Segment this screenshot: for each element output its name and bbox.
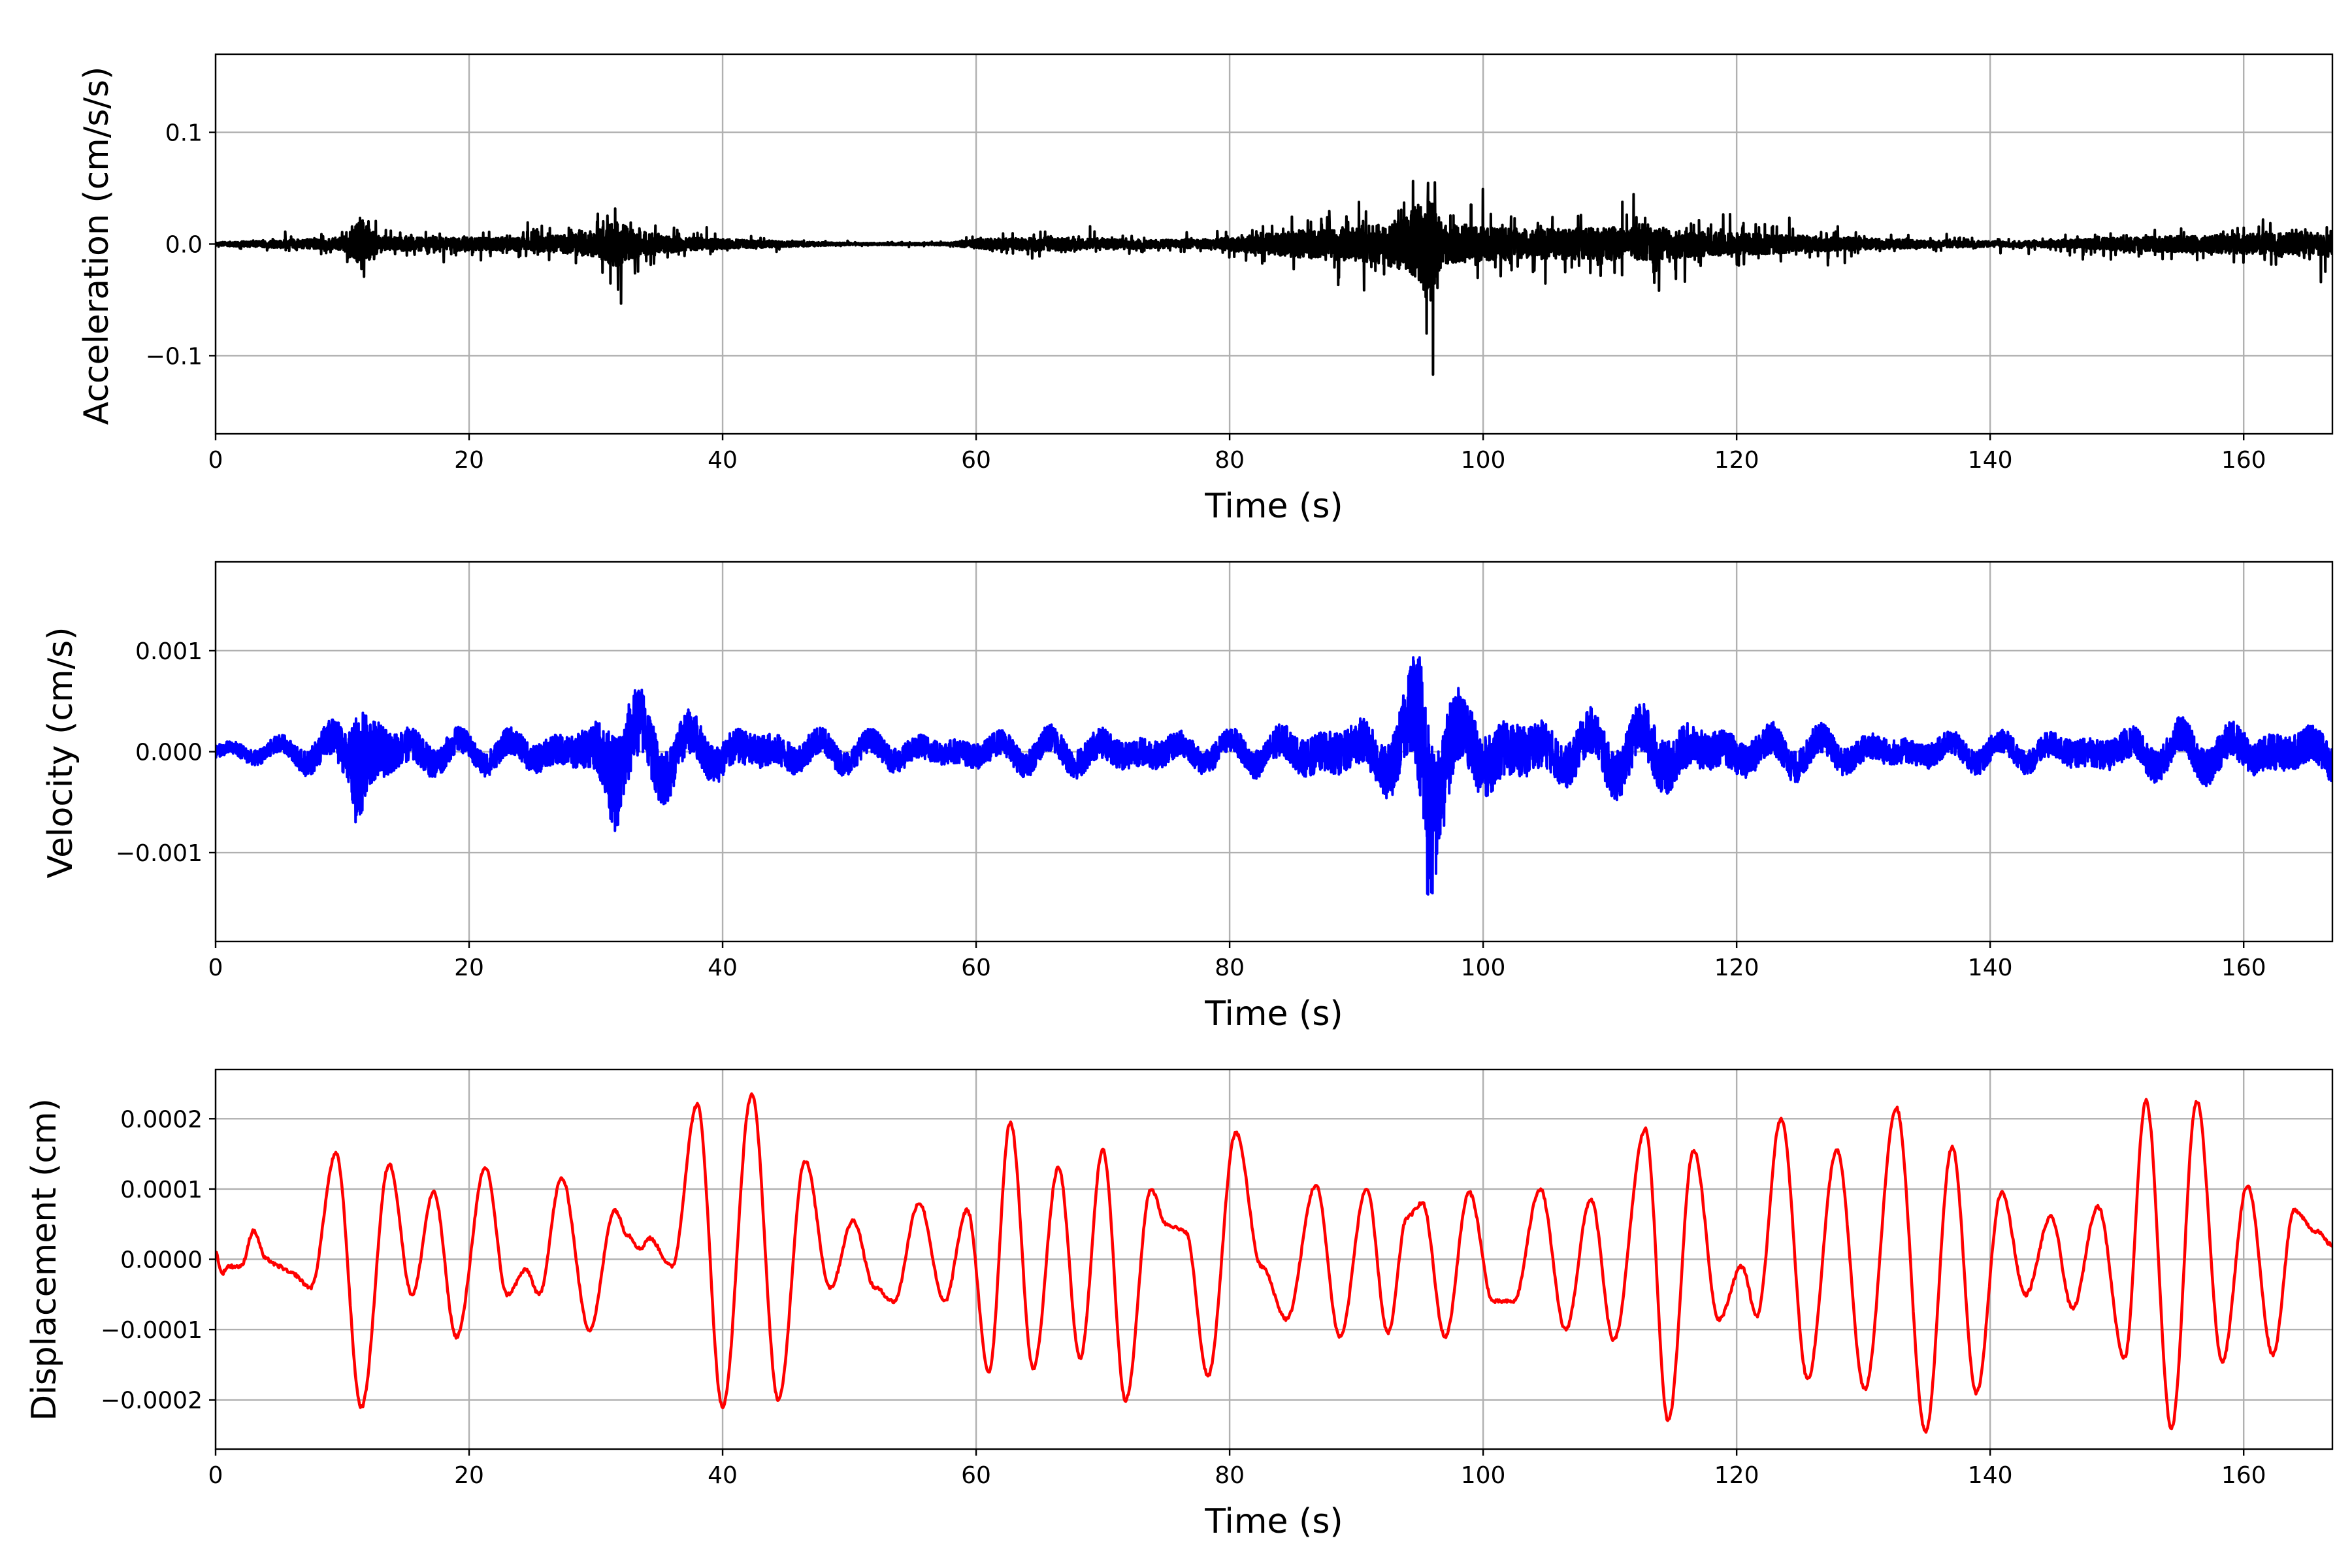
- x-tick-label: 140: [1968, 447, 2013, 474]
- x-axis-label: Time (s): [1204, 1502, 1343, 1541]
- y-tick-label: 0.0: [165, 232, 203, 259]
- x-tick-label: 20: [454, 955, 484, 981]
- x-tick-label: 40: [708, 955, 738, 981]
- x-tick-label: 160: [2221, 1462, 2266, 1489]
- x-tick-label: 20: [454, 447, 484, 474]
- y-tick-label: 0.001: [135, 638, 203, 665]
- x-tick-label: 40: [708, 1462, 738, 1489]
- velocity-panel: Time (s) Velocity (cm/s) 0 20 40 60 80 100 120…: [41, 561, 2334, 1034]
- x-tick-label: 140: [1968, 1462, 2013, 1489]
- y-axis-label: Velocity (cm/s): [41, 627, 80, 879]
- x-axis-label: Time (s): [1204, 994, 1343, 1034]
- y-tick-label: 0.0000: [120, 1247, 203, 1274]
- y-tick-label: −0.1: [146, 343, 203, 370]
- x-axis-label: Time (s): [1204, 487, 1343, 526]
- x-tick-label: 60: [961, 1462, 991, 1489]
- x-tick-label: 0: [208, 1462, 223, 1489]
- x-tick-label: 20: [454, 1462, 484, 1489]
- x-tick-label: 160: [2221, 447, 2266, 474]
- y-axis-label: Acceleration (cm/s/s): [77, 67, 116, 425]
- x-tick-label: 120: [1714, 955, 1759, 981]
- x-tick-label: 160: [2221, 955, 2266, 981]
- x-tick-label: 120: [1714, 447, 1759, 474]
- x-tick-label: 0: [208, 447, 223, 474]
- y-tick-label: 0.000: [135, 740, 203, 766]
- acceleration-panel: Time (s) Acceleration (cm/s/s) 0 20 40 60 80…: [77, 53, 2334, 526]
- y-tick-label: 0.0002: [120, 1106, 203, 1133]
- x-tick-label: 120: [1714, 1462, 1759, 1489]
- x-tick-label: 0: [208, 955, 223, 981]
- y-tick-label: 0.0001: [120, 1177, 203, 1203]
- y-tick-label: −0.0002: [101, 1388, 203, 1414]
- displacement-panel: Time (s) Displacement (cm) 0 20 40 60 80 100 1…: [25, 1068, 2334, 1541]
- x-tick-label: 100: [1461, 955, 1506, 981]
- x-tick-label: 80: [1215, 447, 1245, 474]
- series-line: [216, 656, 2332, 896]
- series-line: [216, 180, 2332, 376]
- x-tick-label: 80: [1215, 955, 1245, 981]
- x-tick-label: 40: [708, 447, 738, 474]
- y-tick-label: 0.1: [165, 120, 203, 147]
- x-tick-label: 60: [961, 955, 991, 981]
- x-tick-label: 80: [1215, 1462, 1245, 1489]
- series-line: [216, 1092, 2332, 1434]
- y-tick-label: −0.001: [116, 840, 203, 867]
- y-axis-label: Displacement (cm): [25, 1098, 64, 1421]
- y-tick-label: −0.0001: [101, 1317, 203, 1344]
- x-tick-label: 60: [961, 447, 991, 474]
- x-tick-label: 100: [1461, 1462, 1506, 1489]
- x-tick-label: 140: [1968, 955, 2013, 981]
- x-tick-label: 100: [1461, 447, 1506, 474]
